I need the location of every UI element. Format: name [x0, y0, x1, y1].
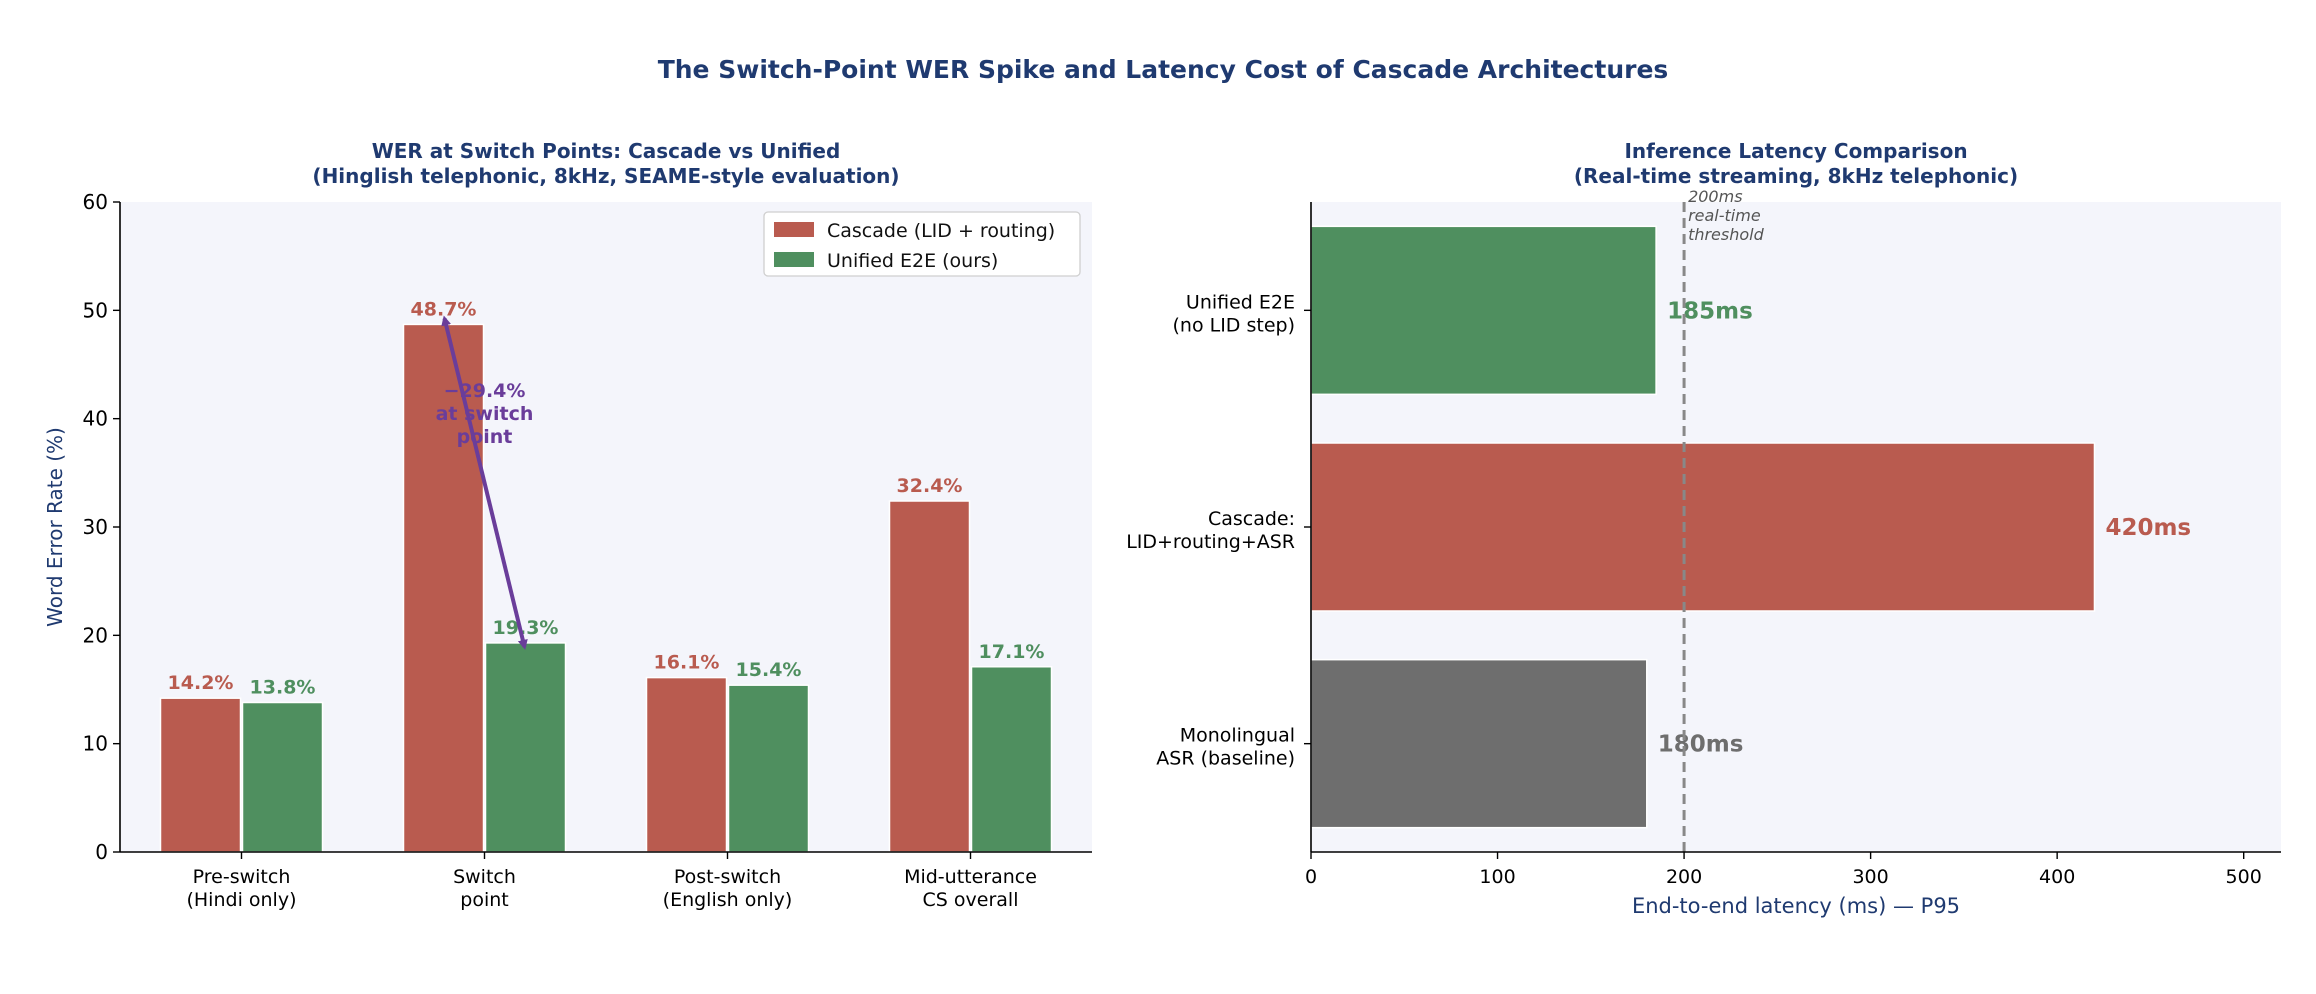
- bar-unified: [727, 684, 810, 853]
- y-tick-label: 10: [83, 732, 108, 756]
- bar-cascade: [888, 500, 971, 853]
- x-tick-label: 200: [1666, 866, 1702, 888]
- latency-chart-subtitle: (Real-time streaming, 8kHz telephonic): [1574, 164, 2018, 188]
- wer-y-ticks: 0 10 20 30 40 50 60: [83, 190, 120, 864]
- bar-cascade: [645, 676, 728, 853]
- x-tick-label: 500: [2226, 866, 2262, 888]
- bar-unified: [970, 666, 1053, 853]
- x-tick-label: Pre-switch (Hindi only): [186, 866, 296, 911]
- y-tick-label: Unified E2E (no LID step): [1173, 291, 1296, 336]
- y-tick-label: 40: [83, 407, 108, 431]
- latency-y-ticks: Unified E2E (no LID step) Cascade: LID+rout…: [1126, 291, 1311, 770]
- wer-chart-title: WER at Switch Points: Cascade vs Unified: [372, 139, 841, 163]
- y-tick-label: 20: [83, 623, 108, 647]
- data-label-unified: 13.8%: [250, 677, 316, 699]
- wer-chart: WER at Switch Points: Cascade vs Unified…: [43, 139, 1092, 911]
- legend-frame: [763, 211, 1081, 277]
- y-tick-label: 30: [83, 515, 108, 539]
- y-tick-label: Cascade: LID+routing+ASR: [1126, 508, 1295, 553]
- figure-title: The Switch-Point WER Spike and Latency C…: [658, 55, 1669, 84]
- y-tick-label: 60: [83, 190, 108, 214]
- bar-cascade: [159, 697, 242, 853]
- latency-chart-title: Inference Latency Comparison: [1624, 139, 1967, 163]
- latency-bar: [1310, 658, 1648, 829]
- realtime-threshold: 200ms real-time threshold: [1682, 187, 1765, 852]
- data-label-cascade: 16.1%: [654, 652, 720, 674]
- y-tick-label: Monolingual ASR (baseline): [1156, 725, 1295, 770]
- y-tick-label: 50: [83, 298, 108, 322]
- wer-chart-subtitle: (Hinglish telephonic, 8kHz, SEAME-style …: [312, 164, 899, 188]
- y-tick-label: 0: [95, 840, 108, 864]
- x-tick-label: Switch point: [453, 866, 516, 911]
- x-tick-label: 0: [1305, 866, 1317, 888]
- x-tick-label: Mid-utterance CS overall: [904, 866, 1037, 911]
- data-label-unified: 19.3%: [493, 617, 559, 639]
- wer-x-ticks: Pre-switch (Hindi only) Switch point Post-sw…: [186, 852, 1037, 911]
- latency-chart: Inference Latency Comparison (Real-time …: [1126, 139, 2281, 918]
- legend-label-cascade: Cascade (LID + routing): [827, 220, 1055, 242]
- data-label-cascade: 14.2%: [168, 672, 234, 694]
- latency-value-label: 180ms: [1658, 732, 1744, 758]
- wer-y-axis-label: Word Error Rate (%): [43, 427, 67, 627]
- x-tick-label: Post-switch (English only): [663, 866, 793, 911]
- data-label-unified: 17.1%: [979, 641, 1045, 663]
- bar-unified: [241, 701, 324, 853]
- legend-swatch-cascade: [774, 222, 814, 237]
- wer-legend: Cascade (LID + routing) Unified E2E (our…: [763, 211, 1081, 277]
- latency-bar: [1310, 225, 1657, 396]
- x-tick-label: 400: [2039, 866, 2075, 888]
- x-tick-label: 300: [1852, 866, 1888, 888]
- legend-label-unified: Unified E2E (ours): [827, 250, 998, 272]
- latency-value-label: 185ms: [1667, 298, 1753, 324]
- legend-swatch-unified: [774, 252, 814, 267]
- bar-unified: [484, 642, 567, 853]
- x-tick-label: 100: [1479, 866, 1515, 888]
- annotation-text: −29.4% at switch point: [436, 380, 534, 448]
- latency-x-ticks: 0 100 200 300 400 500: [1305, 852, 2262, 888]
- latency-bar: [1310, 442, 2096, 612]
- data-label-cascade: 32.4%: [897, 475, 963, 497]
- latency-value-label: 420ms: [2105, 515, 2191, 541]
- data-label-unified: 15.4%: [736, 659, 802, 681]
- threshold-label: 200ms real-time threshold: [1688, 187, 1765, 244]
- annotation-arrow: [441, 315, 528, 650]
- latency-x-axis-label: End-to-end latency (ms) — P95: [1632, 894, 1960, 918]
- latency-bars: 185ms 420ms 180ms: [1310, 225, 2191, 829]
- switch-point-annotation: −29.4% at switch point: [436, 315, 534, 650]
- data-label-cascade: 48.7%: [411, 298, 477, 320]
